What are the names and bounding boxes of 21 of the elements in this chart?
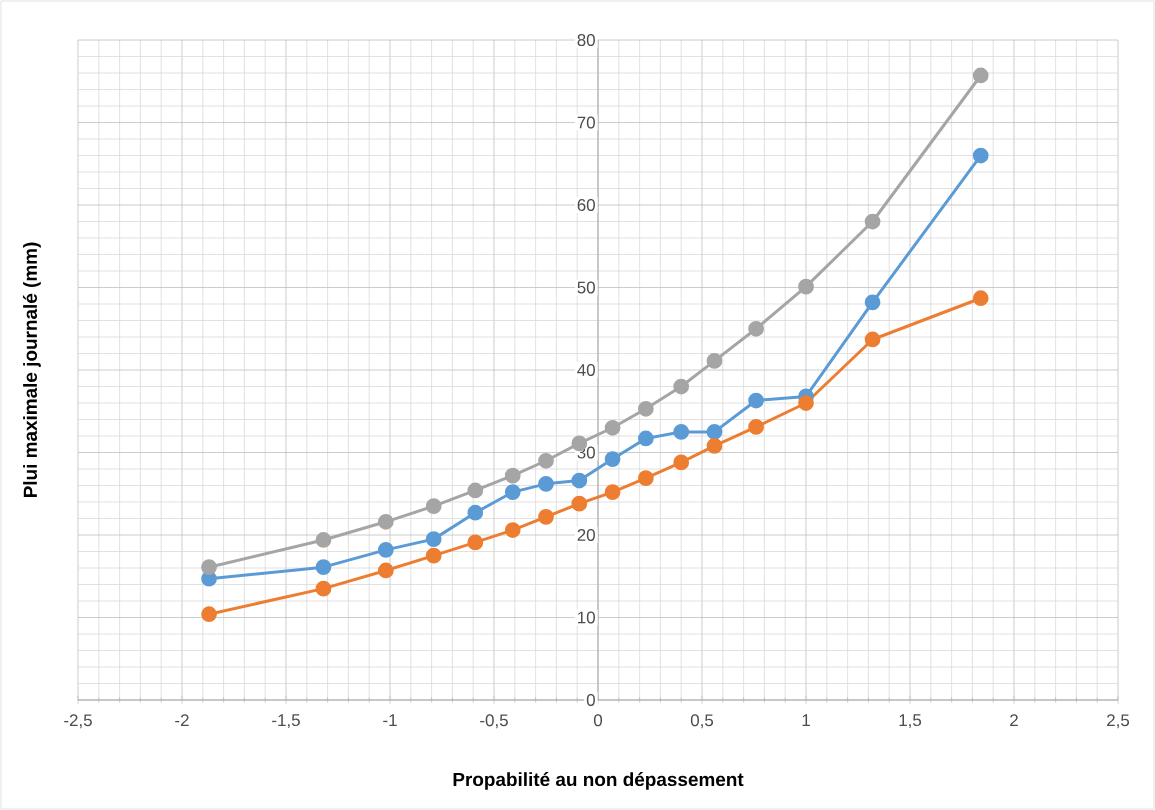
y-tick-label: 40 <box>577 364 595 376</box>
x-axis-title: Propabilité au non dépassement <box>453 772 744 790</box>
x-tick-label: 2,5 <box>1107 714 1130 729</box>
x-tick-label: -2 <box>175 714 189 727</box>
x-tick-label: 2 <box>1010 714 1018 727</box>
x-tick-label: -1 <box>383 714 397 726</box>
y-tick-label: 60 <box>577 199 595 211</box>
y-tick-label: 80 <box>577 34 595 46</box>
x-tick-label: -0,5 <box>480 714 508 729</box>
x-tick-label: -2,5 <box>64 714 92 729</box>
y-axis-title: Plui maximale journalé (mm) <box>22 242 41 498</box>
y-tick-label: 0 <box>586 694 595 706</box>
y-tick-label: 70 <box>577 116 595 129</box>
x-tick-label: 1,5 <box>899 714 922 729</box>
y-tick-label: 10 <box>578 611 595 624</box>
y-tick-label: 50 <box>577 281 595 294</box>
x-tick-label: 1 <box>802 714 810 726</box>
y-tick-label: 20 <box>577 529 595 541</box>
x-tick-label: 0,5 <box>690 714 714 729</box>
x-tick-label: 0 <box>593 714 603 727</box>
x-tick-label: -1,5 <box>272 714 300 729</box>
